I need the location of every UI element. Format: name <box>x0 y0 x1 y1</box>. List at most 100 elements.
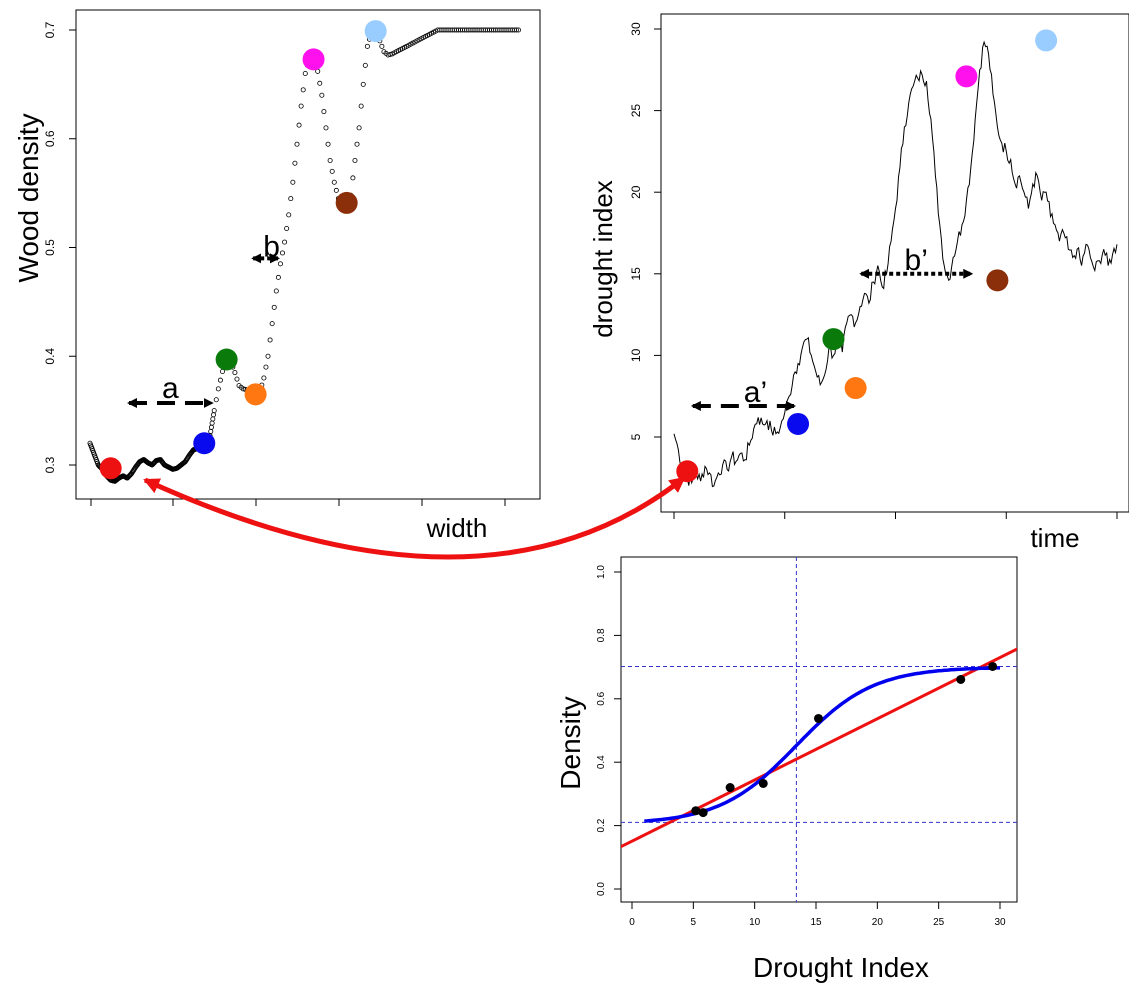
drought-index-highlights <box>676 29 1058 483</box>
drought-index-y-tick-label: 5 <box>629 433 643 440</box>
wood-density-point <box>267 337 273 343</box>
density-x-tick-label: 15 <box>810 917 822 928</box>
wood-density-point <box>317 80 323 86</box>
drought-index-y-axis: 5 10 15 20 25 30 <box>629 22 661 440</box>
drought-index-plot-frame <box>660 13 1129 513</box>
wood-density-y-tick-label: 0.7 <box>43 21 57 38</box>
density-fit-curves <box>621 647 1017 849</box>
wood-density-series <box>87 27 521 484</box>
wood-density-point <box>277 261 283 267</box>
drought-index-highlight <box>955 65 978 88</box>
density-vs-drought-panel: 0.00.20.40.60.81.0 0 5 10 15 20 25 30 Density … <box>555 556 1018 983</box>
drought-index-panel: 5 10 15 20 25 30 a’ b’ drought index time <box>588 13 1129 553</box>
density-y-tick-label: 0.4 <box>596 755 607 769</box>
wood-density-highlight <box>244 383 267 406</box>
wood-density-point <box>209 420 215 426</box>
wood-density-highlights <box>99 20 387 480</box>
wood-density-point <box>352 157 358 163</box>
drought-index-x-label: time <box>1030 523 1079 553</box>
wood-density-point <box>215 386 221 392</box>
density-x-label: Drought Index <box>753 952 929 983</box>
density-y-tick-label: 1.0 <box>596 565 607 579</box>
wood-density-point <box>232 370 238 376</box>
wood-density-point <box>333 187 339 193</box>
wood-density-point <box>319 92 325 98</box>
wood-density-point <box>350 175 356 181</box>
wood-density-point <box>331 179 337 185</box>
density-x-tick-label: 30 <box>994 917 1006 928</box>
wood-density-y-tick-label: 0.5 <box>43 239 57 256</box>
wood-density-point <box>234 376 240 382</box>
wood-density-point <box>211 412 217 418</box>
wood-density-x-axis <box>90 499 506 506</box>
wood-density-point <box>515 27 521 33</box>
wood-density-point <box>284 225 290 231</box>
wood-density-highlight <box>193 432 216 455</box>
wood-density-point <box>362 62 368 68</box>
wood-density-highlight <box>302 48 325 71</box>
density-point <box>691 806 701 816</box>
wood-density-point <box>261 375 267 381</box>
density-point <box>988 661 998 671</box>
density-linear-fit <box>621 647 1017 849</box>
drought-index-highlight <box>1035 29 1058 52</box>
wood-density-span-label: a <box>162 372 179 405</box>
wood-density-point <box>282 239 288 245</box>
wood-density-point <box>329 168 335 174</box>
density-y-axis: 0.0 0.2 0.4 0.6 0.8 1.0 <box>596 565 621 896</box>
wood-density-point <box>358 103 364 109</box>
wood-density-point <box>387 51 393 57</box>
density-points <box>691 661 998 818</box>
drought-index-y-tick-label: 15 <box>629 267 643 281</box>
wood-density-point <box>210 416 216 422</box>
wood-density-y-tick-label: 0.3 <box>43 456 57 473</box>
density-x-tick-label: 10 <box>749 917 761 928</box>
wood-density-point <box>217 377 223 383</box>
wood-density-plot-frame <box>75 9 541 500</box>
wood-density-y-label: Wood density <box>13 113 44 282</box>
density-point <box>956 674 966 684</box>
wood-density-point <box>360 81 366 87</box>
wood-density-point <box>325 141 331 147</box>
density-point <box>698 808 708 818</box>
density-y-tick-label: 0.2 <box>596 818 607 832</box>
wood-density-highlight <box>99 457 122 480</box>
density-x-tick-label: 0 <box>629 917 635 928</box>
density-point <box>725 783 735 793</box>
drought-index-highlight <box>787 412 810 435</box>
density-y-tick-label: 0.8 <box>596 628 607 642</box>
drought-index-y-tick-label: 30 <box>629 22 643 36</box>
density-sigmoid-fit <box>644 666 1000 823</box>
drought-index-span-label: a’ <box>744 376 767 409</box>
density-x-tick-label: 5 <box>691 917 697 928</box>
drought-index-y-tick-label: 20 <box>629 185 643 199</box>
wood-density-point <box>271 304 277 310</box>
drought-index-span-label: b’ <box>905 244 928 277</box>
wood-density-point <box>298 103 304 109</box>
wood-density-point <box>300 87 306 93</box>
wood-density-point <box>302 71 308 77</box>
wood-density-point <box>356 125 362 131</box>
wood-density-point <box>213 397 219 403</box>
wood-density-point <box>379 43 385 49</box>
density-y-label: Density <box>555 696 586 789</box>
wood-density-point <box>292 160 298 166</box>
wood-density-y-tick-label: 0.6 <box>43 130 57 147</box>
drought-index-y-tick-label: 25 <box>629 104 643 118</box>
wood-density-point <box>273 288 279 294</box>
density-y-tick-label: 0.0 <box>596 882 607 896</box>
drought-index-x-axis <box>673 512 1118 519</box>
wood-density-point <box>364 43 370 49</box>
connector-arrow <box>143 476 686 560</box>
wood-density-point <box>323 125 329 131</box>
density-point <box>813 713 823 723</box>
wood-density-point <box>265 353 271 359</box>
wood-density-point <box>263 364 269 370</box>
wood-density-point <box>208 428 214 434</box>
drought-index-highlight <box>844 377 867 400</box>
wood-density-highlight <box>215 348 238 371</box>
wood-density-annotations: ab <box>126 230 281 409</box>
density-x-tick-label: 25 <box>933 917 945 928</box>
drought-index-annotations: a’ b’ <box>690 244 974 411</box>
